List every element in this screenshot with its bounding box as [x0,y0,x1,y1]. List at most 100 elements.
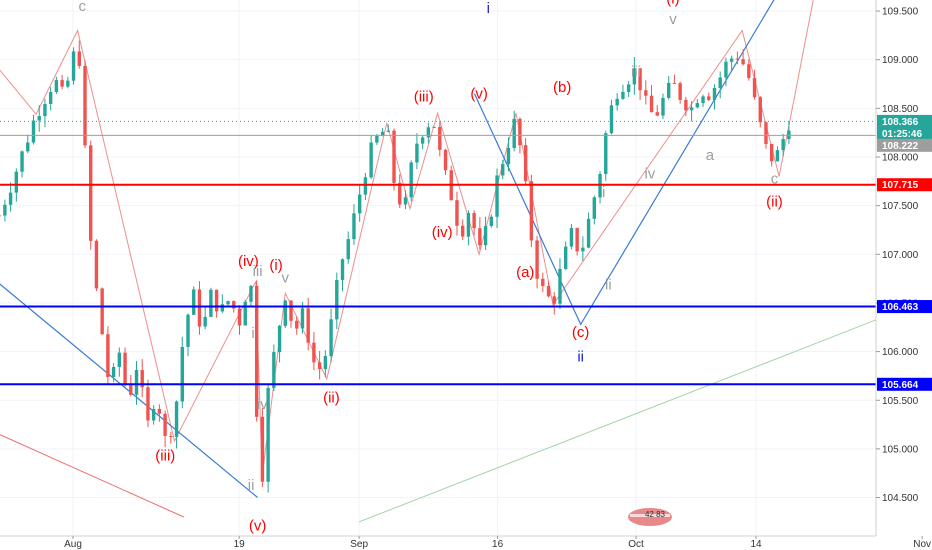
price-tag-bg [877,114,932,128]
candle-body [386,130,390,132]
candle-body [689,107,694,111]
candle-body [66,80,70,87]
candle-body [752,78,757,98]
price-tag-bg [877,138,932,152]
candle-body [111,366,116,378]
candle-body [329,319,333,356]
wave-label: (b) [553,79,571,96]
candle-body [529,181,534,241]
lower-red-line [0,434,185,518]
candle-body [277,325,282,353]
price-axis-bg [876,0,932,550]
candle-body [106,334,110,378]
elliott-wave-path [0,0,814,477]
wave-label: ii [577,348,584,365]
candle-body [83,65,87,146]
candle-body [289,300,293,321]
time-tick-label: Aug [64,539,82,550]
candle-body [335,279,339,320]
time-axis-bg [0,536,876,550]
price-tag-label: 01:25:46 [882,129,922,140]
wave-label: i [251,325,254,342]
level-tag-label: 107.715 [882,180,919,191]
candle-body [37,116,41,121]
candle-body [317,362,322,370]
time-tick-label: Nov [913,539,931,550]
candle-body [352,213,356,240]
wave-label: (iv) [238,253,259,270]
candle-body [546,286,551,297]
candle-body [237,308,242,326]
price-tick-label: 107.000 [882,250,919,261]
wave-label: ii [605,276,612,293]
candle-body [363,177,368,195]
candle-body [615,98,619,106]
candle-body [77,51,81,66]
logo-watermark: 42 83 [628,508,672,526]
candle-body [489,216,494,227]
logo-text: 42 83 [645,510,666,519]
wave-label: c [78,0,86,15]
candle-body [134,370,139,395]
candle-body [438,126,442,150]
candle-body [604,133,608,174]
candle-body [644,90,648,96]
candle-body [26,142,30,152]
price-tick-label: 105.000 [882,444,919,455]
candle-body [415,143,419,163]
candle-body [609,105,614,134]
candle-body [117,352,122,367]
candle-body [283,300,287,326]
wave-label: (ii) [766,194,783,211]
candle-body [518,118,522,146]
candle-body [123,352,127,384]
candle-body [409,162,413,198]
price-axis[interactable]: 109.500 109.000 108.500 108.000 107.500 107.0… [875,0,932,550]
candle-body [523,145,528,182]
candle-body [535,240,539,279]
candle-body [661,97,665,116]
candle-body [695,103,700,108]
candle-body [129,383,133,395]
candle-body [775,150,780,162]
flag-stripe [630,514,670,517]
candle-body [380,131,385,136]
level-tag-bg [877,178,932,192]
wave-label: (iv) [432,224,453,241]
candle-body [787,130,791,140]
candle-body [770,143,774,162]
candle-body [506,147,511,165]
candle-body [186,314,190,347]
candle-body [432,126,436,128]
wave-label: iv [257,396,268,413]
candle-body [192,289,196,315]
candle-body [512,118,516,148]
candle-body [312,342,316,363]
candle-body [60,80,64,87]
wave-label: (i) [666,0,679,7]
candle-body [684,99,688,111]
candle-body [581,247,585,252]
candle-body [758,97,762,123]
wave-label: (ii) [323,389,340,406]
candle-body [151,408,156,421]
candle-body [226,301,230,305]
candle-body [163,413,167,436]
candle-body [31,120,36,143]
candle-body [460,225,465,237]
candle-body [741,59,745,65]
candle-body [541,278,545,287]
time-axis[interactable]: Aug19Sep16Oct14Nov18Dec [0,535,932,550]
lower-channel-line [0,283,258,498]
candle-body [483,226,488,246]
candle-body [747,64,751,79]
price-tag-bg [877,127,932,141]
candle-body [369,142,373,178]
wave-label: iii [253,263,263,280]
candle-body [48,91,53,105]
candle-body [249,285,253,302]
candle-body [575,228,579,252]
candle-body [357,194,362,214]
